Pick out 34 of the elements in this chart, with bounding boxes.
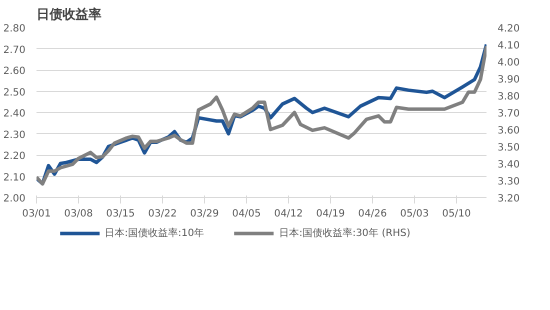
x-tick-label: 03/15 bbox=[106, 208, 135, 220]
y2-tick-label: 4.10 bbox=[498, 40, 520, 52]
y2-tick-label: 3.90 bbox=[498, 74, 520, 86]
y-tick-label: 2.50 bbox=[3, 87, 26, 98]
x-tick-label: 05/03 bbox=[400, 208, 429, 220]
y2-tick-label: 3.20 bbox=[498, 194, 520, 204]
x-tick-label: 05/10 bbox=[442, 208, 471, 220]
y2-tick-label: 3.50 bbox=[498, 142, 520, 154]
y2-tick-label: 3.70 bbox=[498, 108, 520, 120]
y-tick-label: 2.40 bbox=[3, 108, 26, 120]
y2-tick-label: 3.30 bbox=[498, 176, 520, 188]
legend-label: 日本:国债收益率:30年 (RHS) bbox=[279, 226, 410, 240]
x-tick-label: 04/05 bbox=[232, 208, 261, 220]
x-tick-label: 03/08 bbox=[64, 208, 93, 220]
y-tick-label: 2.00 bbox=[3, 194, 26, 204]
y2-tick-label: 3.80 bbox=[498, 92, 520, 102]
y-tick-label: 2.70 bbox=[3, 44, 26, 56]
y-tick-label: 2.60 bbox=[3, 66, 26, 77]
x-tick-label: 03/01 bbox=[22, 208, 51, 220]
y2-tick-label: 3.40 bbox=[498, 160, 520, 170]
y-tick-label: 2.20 bbox=[3, 151, 26, 162]
y2-tick-label: 4.20 bbox=[498, 24, 520, 34]
y-tick-label: 2.80 bbox=[3, 24, 26, 34]
y2-tick-label: 4.00 bbox=[498, 58, 520, 68]
x-tick-label: 03/29 bbox=[190, 208, 219, 220]
x-tick-label: 04/12 bbox=[274, 208, 303, 220]
x-tick-label: 03/22 bbox=[148, 208, 177, 220]
y2-tick-label: 3.60 bbox=[498, 126, 520, 136]
chart-title: 日债收益率 bbox=[36, 6, 102, 22]
y-tick-label: 2.10 bbox=[3, 172, 26, 184]
y-tick-label: 2.30 bbox=[3, 130, 26, 141]
legend-label: 日本:国债收益率:10年 bbox=[104, 226, 204, 240]
x-tick-label: 04/19 bbox=[316, 208, 345, 220]
x-tick-label: 04/26 bbox=[358, 208, 387, 220]
